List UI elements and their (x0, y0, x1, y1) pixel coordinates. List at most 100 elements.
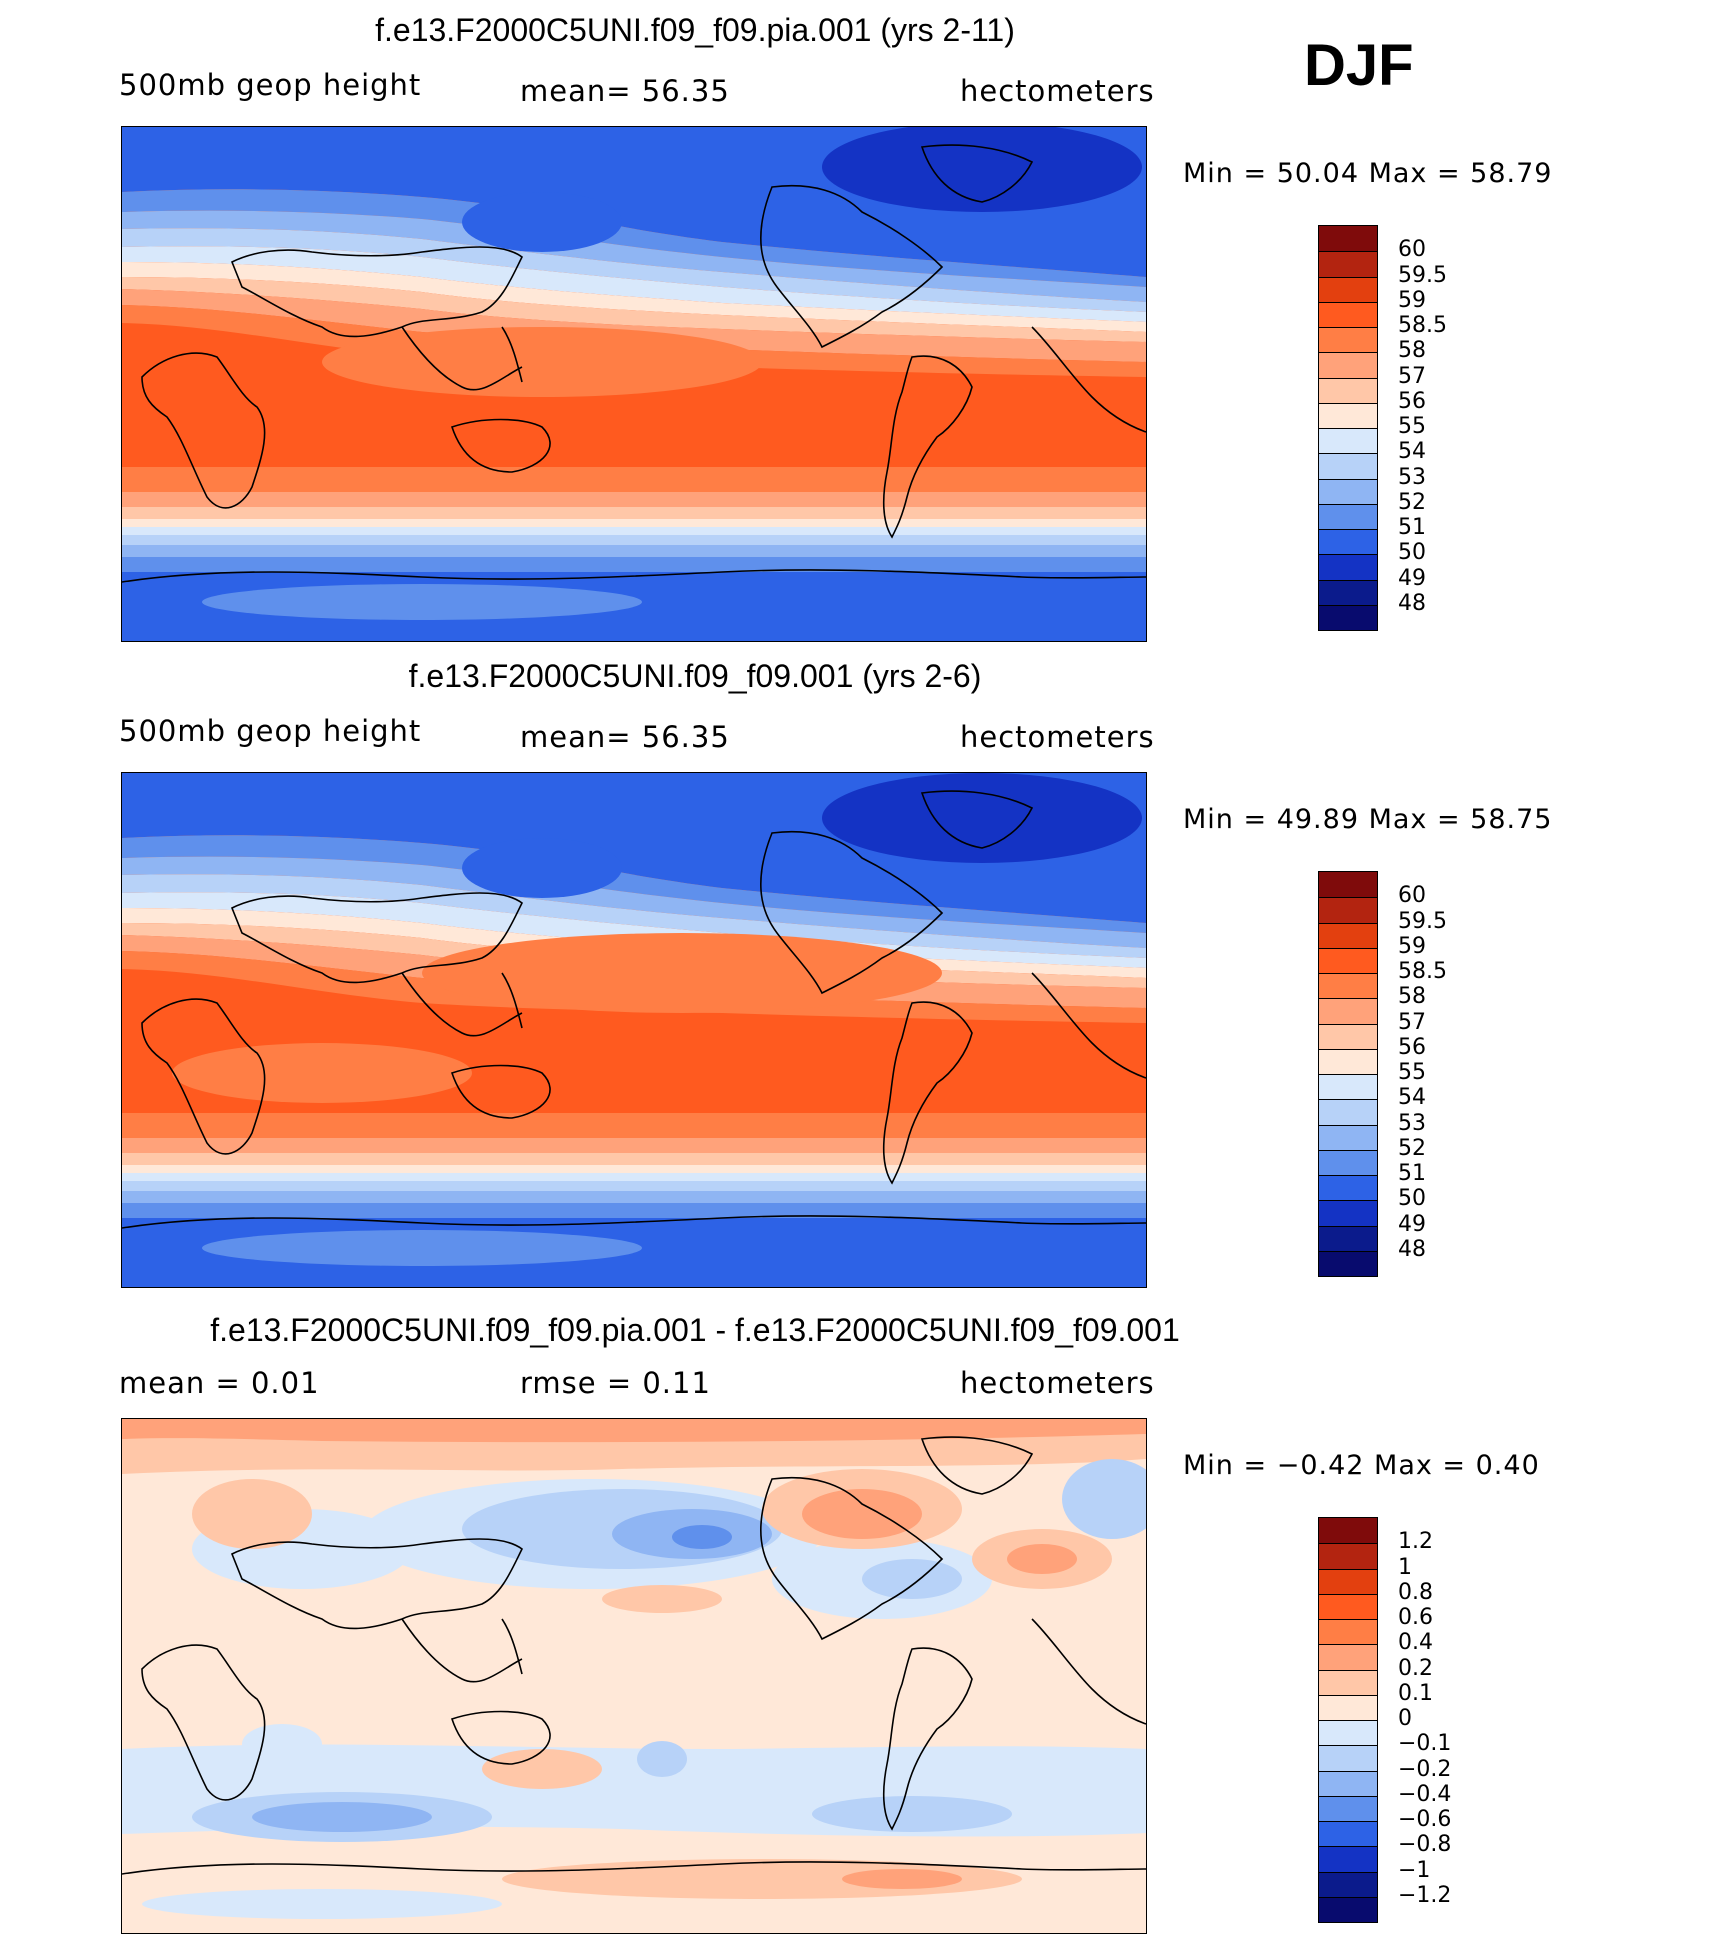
panel-2-units: hectometers (960, 720, 1155, 754)
colorbar-swatch (1319, 554, 1377, 580)
colorbar-swatch (1319, 1200, 1377, 1226)
colorbar-swatch (1319, 503, 1377, 529)
colorbar-label: 60 (1398, 237, 1426, 263)
colorbar-swatch (1319, 1099, 1377, 1125)
colorbar-label: 56 (1398, 1034, 1426, 1060)
panel-1-variable: 500mb geop height (119, 68, 422, 102)
panel-3-colorbar (1318, 1517, 1378, 1923)
panel-3-map (121, 1418, 1147, 1934)
panel-2-variable: 500mb geop height (119, 714, 422, 748)
panel-3-minmax: Min = −0.42 Max = 0.40 (1183, 1450, 1540, 1481)
colorbar-swatch (1319, 1225, 1377, 1251)
colorbar-swatch (1319, 973, 1377, 999)
colorbar-label: 1.2 (1398, 1529, 1433, 1555)
colorbar-label: 58 (1398, 338, 1426, 364)
panel-1-minmax: Min = 50.04 Max = 58.79 (1183, 158, 1553, 189)
colorbar-swatch (1319, 428, 1377, 454)
colorbar-label: 0.1 (1398, 1680, 1433, 1706)
colorbar-label: 54 (1398, 439, 1426, 465)
colorbar-label: −0.8 (1398, 1832, 1452, 1858)
season-label: DJF (1304, 33, 1414, 98)
colorbar-swatch (1319, 1124, 1377, 1150)
colorbar-label: 48 (1398, 590, 1426, 616)
colorbar-swatch (1319, 1846, 1377, 1872)
colorbar-label: 0.8 (1398, 1579, 1433, 1605)
panel-3-units: hectometers (960, 1366, 1155, 1400)
colorbar-label: 49 (1398, 1211, 1426, 1237)
colorbar-swatch (1319, 1149, 1377, 1175)
colorbar-label: 56 (1398, 388, 1426, 414)
colorbar-label: 59.5 (1398, 908, 1447, 934)
colorbar-label: −0.1 (1398, 1731, 1452, 1757)
colorbar-swatch (1319, 1593, 1377, 1619)
colorbar-swatch (1319, 947, 1377, 973)
colorbar-swatch (1319, 251, 1377, 277)
panel-1-title: f.e13.F2000C5UNI.f09_f09.pia.001 (yrs 2-… (375, 12, 1015, 48)
colorbar-swatch (1319, 226, 1377, 252)
colorbar-label: 0.6 (1398, 1605, 1433, 1630)
colorbar-swatch (1319, 1074, 1377, 1100)
colorbar-swatch (1319, 1048, 1377, 1074)
colorbar-label: −0.6 (1398, 1807, 1452, 1832)
colorbar-label: 51 (1398, 515, 1426, 540)
panel-3-title: f.e13.F2000C5UNI.f09_f09.pia.001 - f.e13… (210, 1312, 1180, 1348)
colorbar-swatch (1319, 897, 1377, 923)
colorbar-label: 59.5 (1398, 262, 1447, 288)
colorbar-swatch (1319, 1250, 1377, 1276)
panel-1-map (121, 126, 1147, 642)
panel-2-colorbar (1318, 871, 1378, 1277)
colorbar-label: 0 (1398, 1706, 1412, 1731)
panel-1-colorbar (1318, 225, 1378, 631)
colorbar-label: 60 (1398, 883, 1426, 909)
colorbar-swatch (1319, 453, 1377, 479)
colorbar-swatch (1319, 377, 1377, 403)
colorbar-swatch (1319, 1175, 1377, 1201)
colorbar-label: 50 (1398, 540, 1426, 566)
colorbar-swatch (1319, 1896, 1377, 1922)
colorbar-label: −0.2 (1398, 1756, 1452, 1782)
colorbar-label: 58.5 (1398, 313, 1447, 338)
colorbar-label: −1.2 (1398, 1882, 1452, 1908)
colorbar-swatch (1319, 1770, 1377, 1796)
panel-1-mean: mean= 56.35 (520, 74, 730, 108)
colorbar-swatch (1319, 579, 1377, 605)
colorbar-swatch (1319, 1871, 1377, 1897)
colorbar-label: 59 (1398, 933, 1426, 959)
colorbar-swatch (1319, 478, 1377, 504)
panel-2-minmax: Min = 49.89 Max = 58.75 (1183, 804, 1553, 835)
colorbar-swatch (1319, 352, 1377, 378)
colorbar-swatch (1319, 1518, 1377, 1544)
colorbar-swatch (1319, 1644, 1377, 1670)
panel-2-title: f.e13.F2000C5UNI.f09_f09.001 (yrs 2-6) (408, 658, 982, 694)
colorbar-swatch (1319, 998, 1377, 1024)
colorbar-swatch (1319, 872, 1377, 898)
colorbar-label: 52 (1398, 1135, 1426, 1161)
colorbar-label: 52 (1398, 489, 1426, 515)
colorbar-swatch (1319, 327, 1377, 353)
colorbar-label: 49 (1398, 565, 1426, 591)
colorbar-swatch (1319, 402, 1377, 428)
colorbar-swatch (1319, 604, 1377, 630)
colorbar-swatch (1319, 301, 1377, 327)
colorbar-swatch (1319, 1023, 1377, 1049)
colorbar-label: 57 (1398, 363, 1426, 389)
colorbar-swatch (1319, 276, 1377, 302)
panel-1-units: hectometers (960, 74, 1155, 108)
colorbar-label: 50 (1398, 1186, 1426, 1212)
colorbar-label: 58.5 (1398, 959, 1447, 984)
colorbar-swatch (1319, 1619, 1377, 1645)
colorbar-label: 54 (1398, 1085, 1426, 1111)
panel-2-mean: mean= 56.35 (520, 720, 730, 754)
colorbar-swatch (1319, 1795, 1377, 1821)
colorbar-swatch (1319, 529, 1377, 555)
colorbar-swatch (1319, 1669, 1377, 1695)
colorbar-swatch (1319, 1720, 1377, 1746)
colorbar-label: −1 (1398, 1857, 1431, 1883)
colorbar-label: 53 (1398, 464, 1426, 490)
colorbar-swatch (1319, 1694, 1377, 1720)
colorbar-label: 57 (1398, 1009, 1426, 1035)
colorbar-label: 58 (1398, 984, 1426, 1010)
colorbar-swatch (1319, 1745, 1377, 1771)
colorbar-label: −0.4 (1398, 1781, 1452, 1807)
colorbar-label: 53 (1398, 1110, 1426, 1136)
